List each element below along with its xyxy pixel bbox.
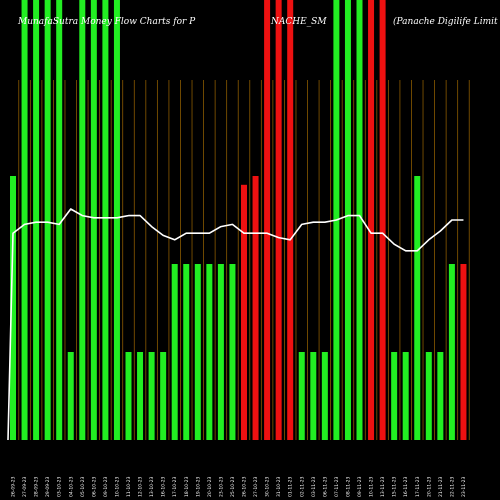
x-tick-label: 16-11-23 (403, 476, 409, 497)
bar (402, 352, 409, 440)
x-tick-label: 16-10-23 (161, 476, 167, 497)
bar (287, 0, 294, 440)
bar (321, 352, 328, 440)
x-tick-label: 29-09-23 (45, 476, 51, 497)
bar (241, 184, 247, 440)
bar (391, 352, 398, 440)
bar (102, 0, 109, 440)
x-tick-label: 10-10-23 (114, 476, 120, 497)
chart-title: MunafaSutra Money Flow Charts for P NACH… (17, 16, 498, 27)
bar (275, 0, 282, 440)
x-tick-label: 23-10-23 (218, 476, 224, 497)
x-tick-label: 26-09-23 (11, 476, 17, 497)
x-tick-label: 17-10-23 (172, 476, 178, 497)
bar (310, 352, 317, 440)
x-tick-label: 15-11-23 (392, 476, 398, 497)
x-tick-label: 17-11-23 (415, 476, 421, 497)
x-tick-label: 02-11-23 (299, 476, 305, 497)
bar (33, 0, 40, 440)
bar (183, 264, 190, 440)
x-tick-label: 10-11-23 (369, 476, 375, 497)
bar (252, 176, 259, 440)
x-tick-label: 25-10-23 (230, 476, 236, 497)
grid-layer (18, 80, 470, 440)
x-tick-label: 28-09-23 (34, 476, 40, 497)
bar (113, 0, 120, 440)
series-line (7, 208, 464, 441)
bar (437, 352, 444, 440)
tick-layer: 26-09-23 27-09-23 28-09-23 29-09-23 03-10-23… (11, 476, 467, 497)
x-tick-label: 22-11-23 (449, 476, 455, 497)
line-layer (7, 208, 464, 441)
x-tick-label: 27-09-23 (22, 476, 28, 497)
bar (356, 0, 363, 440)
x-tick-label: 09-11-23 (357, 476, 363, 497)
x-tick-label: 11-10-23 (126, 476, 132, 497)
x-tick-label: 13-11-23 (380, 476, 386, 497)
x-tick-label: 30-10-23 (265, 476, 271, 497)
x-tick-label: 31-10-23 (276, 476, 282, 497)
bar (368, 0, 375, 440)
x-tick-label: 06-11-23 (322, 476, 328, 497)
title-left: MunafaSutra Money Flow Charts for P (17, 17, 196, 27)
bar (229, 264, 236, 440)
x-tick-label: 04-10-23 (68, 476, 74, 497)
x-tick-label: 20-10-23 (207, 476, 213, 497)
bar (137, 352, 144, 440)
x-tick-label: 13-10-23 (149, 476, 155, 497)
x-tick-label: 23-11-23 (461, 476, 467, 497)
x-tick-label: 06-10-23 (91, 476, 97, 497)
bar (21, 0, 28, 440)
bar (67, 352, 74, 440)
x-tick-label: 08-11-23 (345, 476, 351, 497)
bar (56, 0, 63, 440)
bar (414, 176, 421, 440)
x-tick-label: 27-10-23 (253, 476, 259, 497)
bar (148, 352, 155, 440)
bar (448, 264, 455, 440)
x-tick-label: 09-10-23 (103, 476, 109, 497)
bar (264, 0, 271, 440)
x-tick-label: 21-11-23 (438, 476, 444, 497)
x-tick-label: 20-11-23 (426, 476, 432, 497)
bar (379, 0, 386, 440)
bar (344, 0, 351, 440)
x-tick-label: 03-11-23 (311, 476, 317, 497)
bar (125, 352, 132, 440)
x-tick-label: 18-10-23 (184, 476, 190, 497)
x-tick-label: 01-11-23 (288, 476, 294, 497)
bar (460, 264, 467, 440)
bar (160, 352, 167, 440)
bar (425, 352, 432, 440)
x-tick-label: 05-10-23 (80, 476, 86, 497)
bar (44, 0, 51, 440)
x-tick-label: 12-10-23 (138, 476, 144, 497)
x-tick-label: 19-10-23 (195, 476, 201, 497)
bar (298, 352, 305, 440)
bar (171, 264, 178, 440)
bar (217, 264, 224, 440)
bar (194, 264, 201, 440)
title-mid: NACHE_SM (270, 17, 327, 27)
bar (10, 176, 16, 440)
bar (79, 0, 86, 440)
x-tick-label: 03-10-23 (57, 476, 63, 497)
bar (206, 264, 213, 440)
x-tick-label: 26-10-23 (242, 476, 248, 497)
bar (90, 0, 97, 440)
x-tick-label: 07-11-23 (334, 476, 340, 497)
title-right: (Panache Digilife Limit (393, 16, 498, 27)
